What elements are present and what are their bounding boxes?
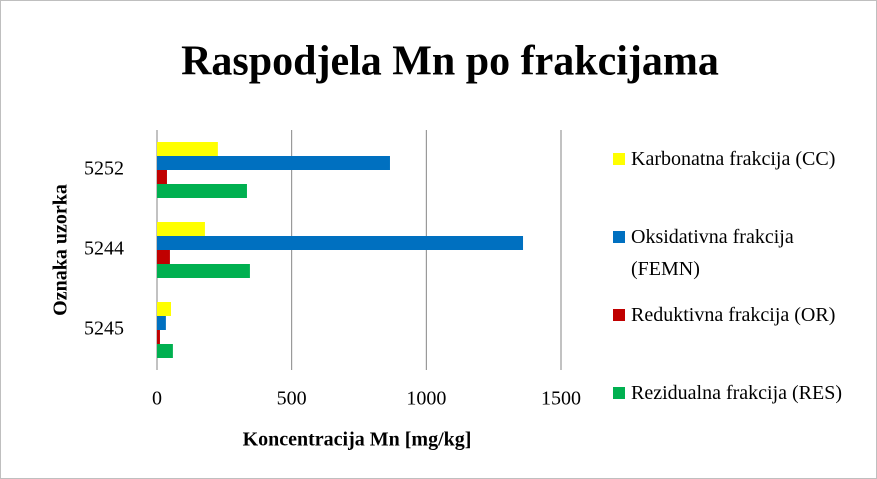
bar [157,330,160,344]
legend-swatch [613,309,625,321]
bar [157,222,205,236]
bar [157,184,247,198]
legend: Karbonatna frakcija (CC) Oksidativna frak… [613,143,863,455]
legend-swatch [613,387,625,399]
chart-title: Raspodjela Mn po frakcijama [181,39,719,85]
bar [157,344,173,358]
legend-entry: Oksidativna frakcija (FEMN) [613,221,863,299]
bar [157,142,218,156]
y-tick-label: 5244 [84,238,124,260]
x-tick-label: 500 [277,388,307,410]
legend-swatch [613,153,625,165]
legend-swatch [613,231,625,243]
bar [157,250,170,264]
legend-label: Karbonatna frakcija (CC) [631,148,836,170]
x-tick-label: 0 [152,388,162,410]
bar [157,302,172,316]
bar [157,264,250,278]
bar [157,156,390,170]
y-tick-label: 5252 [84,158,124,180]
legend-label: Rezidualna frakcija (RES) [631,382,843,404]
x-tick-label: 1000 [406,388,446,410]
legend-label: Oksidativna frakcija (FEMN) [631,226,794,280]
x-axis-label: Koncentracija Mn [mg/kg] [243,429,472,451]
legend-entry: Reduktivna frakcija (OR) [613,299,863,377]
bar [157,316,166,330]
bar [157,236,524,250]
legend-label: Reduktivna frakcija (OR) [631,304,836,326]
x-tick-label: 1500 [541,388,581,410]
bar [157,170,167,184]
legend-entry: Rezidualna frakcija (RES) [613,377,863,455]
y-axis-label: Oznaka uzorka [50,184,72,316]
legend-entry: Karbonatna frakcija (CC) [613,143,863,221]
y-tick-label: 5245 [84,318,124,340]
